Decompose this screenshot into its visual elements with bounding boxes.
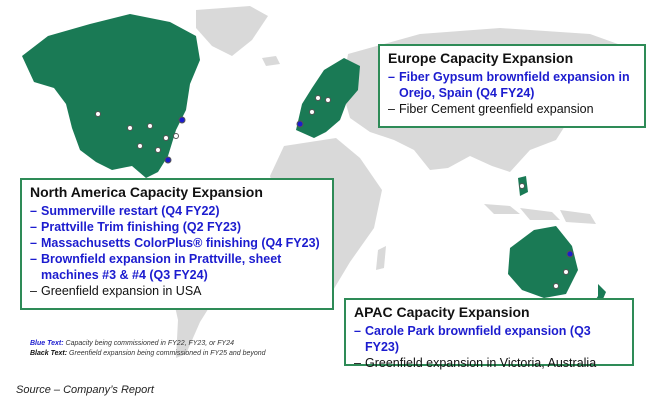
eu-marker-3: [309, 109, 315, 115]
europe-expansion-box: Europe Capacity Expansion Fiber Gypsum b…: [378, 44, 646, 128]
north-america-item-1: Summerville restart (Q4 FY22): [30, 203, 324, 219]
na-marker-4: [163, 135, 169, 141]
legend-blue-text: Blue Text: Capacity being commissioned i…: [30, 340, 234, 347]
iceland: [262, 56, 280, 66]
apac-item-1: Carole Park brownfield expansion (Q3 FY2…: [354, 323, 624, 355]
europe-item-2: Fiber Cement greenfield expansion: [388, 101, 636, 117]
na-marker-blue-2: [164, 156, 172, 164]
eu-marker-2: [325, 97, 331, 103]
facility-markers: [95, 95, 574, 289]
na-marker-2: [127, 125, 133, 131]
madagascar: [376, 246, 386, 270]
legend-black-key: Black Text:: [30, 350, 68, 357]
indonesia: [484, 204, 560, 220]
eu-marker-1: [315, 95, 321, 101]
na-marker-1: [95, 111, 101, 117]
north-america-item-4: Brownfield expansion in Prattville, shee…: [30, 251, 324, 283]
australia: [508, 226, 578, 298]
na-marker-7: [155, 147, 161, 153]
north-america-title: North America Capacity Expansion: [30, 184, 263, 200]
legend-black-text: Black Text: Greenfield expansion being c…: [30, 350, 266, 357]
north-america-item-2: Prattville Trim finishing (Q2 FY23): [30, 219, 324, 235]
legend-blue-key: Blue Text:: [30, 340, 64, 347]
na-marker-blue-1: [178, 116, 186, 124]
source-note: Source – Company’s Report: [16, 384, 154, 396]
north-america-item-5: Greenfield expansion in USA: [30, 283, 324, 299]
apac-list: Carole Park brownfield expansion (Q3 FY2…: [354, 323, 624, 371]
europe-item-1: Fiber Gypsum brownfield expansion in Ore…: [388, 69, 636, 101]
na-marker-5: [137, 143, 143, 149]
apac-item-2: Greenfield expansion in Victoria, Austra…: [354, 355, 624, 371]
new-guinea: [560, 210, 596, 224]
na-marker-6: [173, 133, 179, 139]
north-america-item-3: Massachusetts ColorPlus® finishing (Q4 F…: [30, 235, 324, 251]
na-marker-3: [147, 123, 153, 129]
apac-title: APAC Capacity Expansion: [354, 304, 530, 320]
eu-marker-blue: [296, 120, 304, 128]
apac-expansion-box: APAC Capacity Expansion Carole Park brow…: [344, 298, 634, 371]
north-america-land: [22, 14, 200, 178]
north-america-expansion-box: North America Capacity Expansion Summerv…: [20, 178, 334, 310]
north-america-list: Summerville restart (Q4 FY22) Prattville…: [30, 203, 324, 299]
europe-title: Europe Capacity Expansion: [388, 50, 574, 66]
au-marker-2: [553, 283, 559, 289]
ph-marker: [519, 183, 525, 189]
europe-list: Fiber Gypsum brownfield expansion in Ore…: [388, 69, 636, 117]
au-marker-1: [563, 269, 569, 275]
greenland: [196, 6, 268, 56]
legend-black-desc: Greenfield expansion being commissioned …: [69, 350, 266, 357]
au-marker-blue: [566, 250, 574, 258]
legend-blue-desc: Capacity being commissioned in FY22, FY2…: [65, 340, 234, 347]
